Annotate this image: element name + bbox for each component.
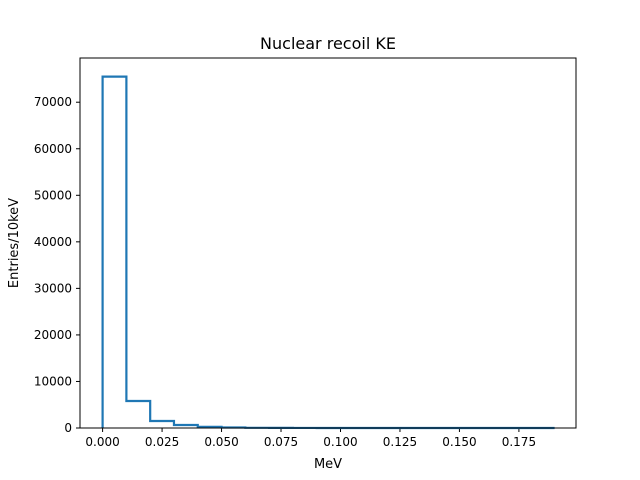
- x-tick-label: 0.025: [145, 435, 179, 449]
- x-tick-label: 0.175: [502, 435, 536, 449]
- y-axis-label: Entries/10keV: [7, 198, 22, 288]
- histogram-bin: [103, 77, 127, 428]
- x-tick-label: 0.100: [323, 435, 357, 449]
- x-axis-label: MeV: [314, 457, 342, 472]
- x-tick-label: 0.050: [204, 435, 238, 449]
- histogram-bin: [150, 421, 174, 428]
- plot-frame: [79, 57, 577, 429]
- y-tick-label: 70000: [34, 95, 72, 109]
- x-tick-label: 0.075: [264, 435, 298, 449]
- y-tick-label: 50000: [34, 188, 72, 202]
- y-tick-label: 10000: [34, 374, 72, 388]
- y-tick-label: 0: [64, 421, 72, 435]
- x-axis-ticks: 0.000 0.025 0.050 0.075 0.100 0.125 0.150 0.175: [85, 428, 536, 449]
- histogram-bin: [126, 401, 150, 428]
- x-tick-label: 0.150: [442, 435, 476, 449]
- y-tick-label: 60000: [34, 142, 72, 156]
- plot-area: [80, 58, 576, 428]
- y-axis-ticks: 0 10000 20000 30000 40000 50000 60000 70000: [34, 95, 80, 435]
- y-tick-label: 20000: [34, 328, 72, 342]
- y-tick-label: 40000: [34, 235, 72, 249]
- x-tick-label: 0.000: [85, 435, 119, 449]
- y-tick-label: 30000: [34, 281, 72, 295]
- chart-title: Nuclear recoil KE: [260, 34, 396, 53]
- x-tick-label: 0.125: [383, 435, 417, 449]
